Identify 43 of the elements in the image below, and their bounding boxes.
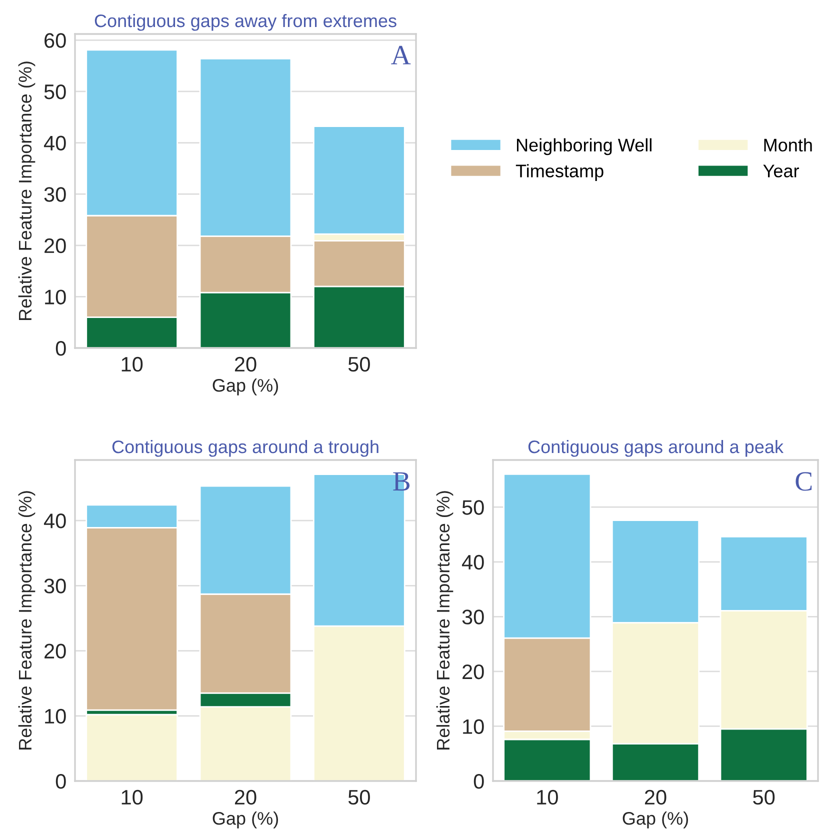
legend-label: Year	[763, 164, 799, 178]
y-tick-label: 40	[462, 554, 484, 570]
x-axis-title: Gap (%)	[212, 812, 278, 828]
x-tick-label: 10	[537, 790, 558, 805]
y-tick-label: 20	[44, 238, 66, 254]
legend-label: Neighboring Well	[516, 138, 652, 156]
x-axis-title: Gap (%)	[622, 812, 688, 828]
y-tick-label: 10	[45, 290, 66, 304]
y-tick-label: 30	[462, 610, 484, 624]
y-tick-label: 30	[44, 578, 66, 594]
annotation: C	[796, 472, 812, 491]
chart-title: Contiguous gaps away from extremes	[94, 14, 396, 31]
x-tick-label: 20	[644, 790, 666, 805]
x-axis-title: Gap (%)	[212, 378, 278, 396]
y-tick-label: 10	[463, 719, 484, 734]
y-tick-label: 50	[44, 84, 66, 100]
x-tick-label: 10	[122, 356, 143, 372]
y-axis-title: Relative Feature Importance (%)	[18, 62, 36, 320]
y-tick-label: 40	[44, 514, 66, 528]
y-tick-label: 0	[56, 341, 66, 356]
legend-label: Month	[764, 138, 812, 152]
y-tick-label: 50	[462, 500, 484, 515]
x-tick-label: 20	[234, 790, 256, 805]
x-tick-label: 10	[122, 790, 143, 805]
y-axis-title: Relative Feature Importance (%)	[18, 491, 36, 750]
chart-title: Contiguous gaps around a peak	[528, 440, 784, 457]
y-tick-label: 0	[474, 774, 484, 789]
y-tick-label: 30	[44, 187, 66, 202]
x-tick-label: 50	[753, 790, 775, 805]
x-tick-label: 20	[234, 356, 256, 372]
chart-title: Contiguous gaps around a trough	[112, 440, 378, 457]
bar	[86, 714, 178, 781]
y-tick-label: 0	[56, 774, 66, 789]
y-tick-label: 60	[44, 33, 66, 48]
x-tick-label: 50	[348, 790, 370, 805]
legend-label: Timestamp	[516, 164, 604, 181]
x-tick-label: 50	[348, 356, 370, 372]
y-tick-label: 20	[44, 644, 66, 659]
annotation: A	[391, 46, 411, 64]
y-axis-title: Relative Feature Importance (%)	[436, 491, 454, 750]
y-tick-label: 40	[44, 136, 66, 151]
y-tick-label: 10	[45, 708, 66, 724]
y-tick-label: 20	[462, 664, 484, 680]
